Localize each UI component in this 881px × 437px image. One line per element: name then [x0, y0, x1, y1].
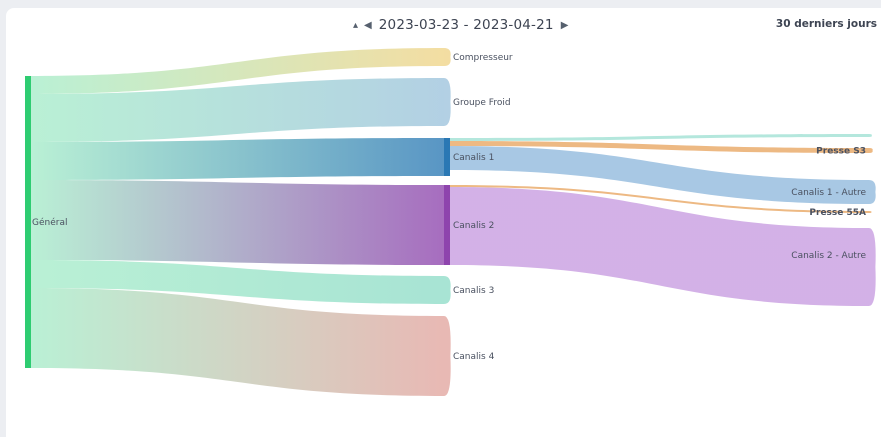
- sankey-link-canalis2-presse_55a[interactable]: [450, 185, 869, 213]
- preset-range-button[interactable]: 30 derniers jours: [775, 18, 877, 30]
- links-layer: [31, 48, 869, 396]
- sankey-link-canalis1-n_top[interactable]: [450, 134, 869, 141]
- sankey-node-canalis2_autre[interactable]: [869, 228, 876, 306]
- sankey-node-compresseur[interactable]: [444, 48, 451, 66]
- sankey-label-canalis4: Canalis 4: [453, 352, 495, 362]
- date-navigator: ▴ ◀ 2023-03-23 - 2023-04-21 ▶: [350, 12, 571, 38]
- sankey-label-canalis2: Canalis 2: [453, 221, 494, 231]
- date-range-label[interactable]: 2023-03-23 - 2023-04-21: [378, 17, 554, 33]
- sankey-link-canalis1-canalis1_autre[interactable]: [450, 146, 869, 204]
- sankey-node-n_top[interactable]: [869, 134, 872, 137]
- sankey-link-general-canalis4[interactable]: [31, 288, 444, 396]
- labels-layer: Général Compresseur Groupe Froid Canalis 1 C…: [32, 53, 866, 362]
- sankey-node-groupe_froid[interactable]: [444, 78, 451, 126]
- sankey-link-canalis1-presse_s3[interactable]: [450, 141, 869, 153]
- sankey-node-canalis1[interactable]: [444, 138, 450, 176]
- date-toolbar: ▴ ◀ 2023-03-23 - 2023-04-21 ▶ 30 dernier…: [0, 12, 881, 38]
- sankey-link-general-canalis3[interactable]: [31, 260, 444, 304]
- sankey-label-canalis1_autre: Canalis 1 - Autre: [791, 188, 866, 198]
- sankey-node-presse_55a[interactable]: [869, 211, 872, 213]
- sankey-node-canalis1_autre[interactable]: [869, 180, 876, 204]
- caret-up-icon[interactable]: ▴: [353, 19, 359, 31]
- sankey-label-groupe_froid: Groupe Froid: [453, 98, 511, 108]
- sankey-label-general: Général: [32, 217, 67, 228]
- sankey-label-presse_55a: Presse 55A: [809, 208, 866, 218]
- sankey-link-general-canalis2[interactable]: [31, 180, 444, 265]
- sankey-label-canalis1: Canalis 1: [453, 153, 494, 163]
- triangle-right-icon[interactable]: ▶: [560, 19, 569, 31]
- nodes-layer: [25, 48, 876, 396]
- sankey-node-general[interactable]: [25, 76, 31, 368]
- sankey-label-compresseur: Compresseur: [453, 53, 513, 63]
- sankey-label-presse_s3: Presse S3: [816, 147, 866, 157]
- sankey-link-general-canalis1[interactable]: [31, 138, 444, 180]
- triangle-left-icon[interactable]: ◀: [364, 19, 372, 31]
- sankey-node-canalis3[interactable]: [444, 276, 451, 304]
- sankey-node-canalis4[interactable]: [444, 316, 451, 396]
- sankey-label-canalis3: Canalis 3: [453, 286, 494, 296]
- sankey-link-general-compresseur[interactable]: [31, 48, 444, 94]
- sankey-label-canalis2_autre: Canalis 2 - Autre: [791, 251, 866, 261]
- sankey-node-presse_s3[interactable]: [869, 148, 873, 153]
- sankey-link-general-groupe_froid[interactable]: [31, 78, 444, 142]
- sankey-link-canalis2-canalis2_autre[interactable]: [450, 187, 869, 306]
- sankey-node-canalis2[interactable]: [444, 185, 450, 265]
